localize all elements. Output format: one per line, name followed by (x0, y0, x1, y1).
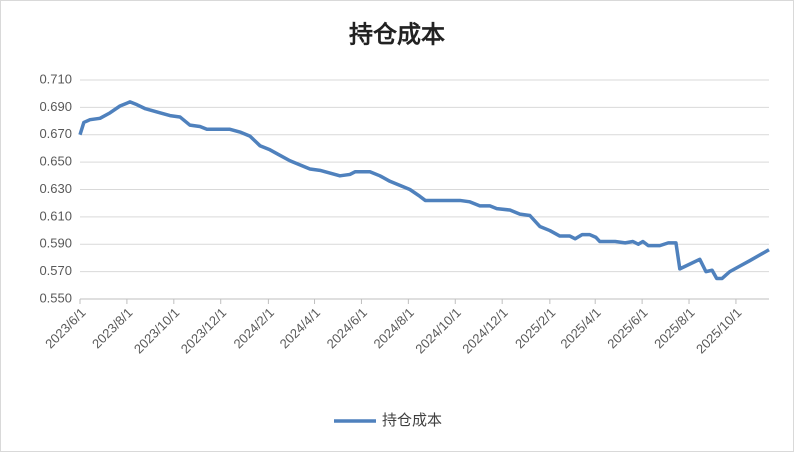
chart-title: 持仓成本 (349, 20, 445, 49)
y-tick-label: 0.670 (39, 126, 72, 141)
legend-label: 持仓成本 (382, 412, 442, 429)
y-tick-label: 0.550 (39, 290, 72, 305)
y-tick-label: 0.610 (39, 208, 72, 223)
y-tick-label: 0.650 (39, 154, 72, 169)
y-tick-label: 0.630 (39, 181, 72, 196)
y-tick-label: 0.690 (39, 99, 72, 114)
data-line (78, 100, 770, 281)
y-tick-label: 0.570 (39, 263, 72, 278)
y-tick-label: 0.710 (39, 71, 72, 86)
y-tick-label: 0.590 (39, 236, 72, 251)
